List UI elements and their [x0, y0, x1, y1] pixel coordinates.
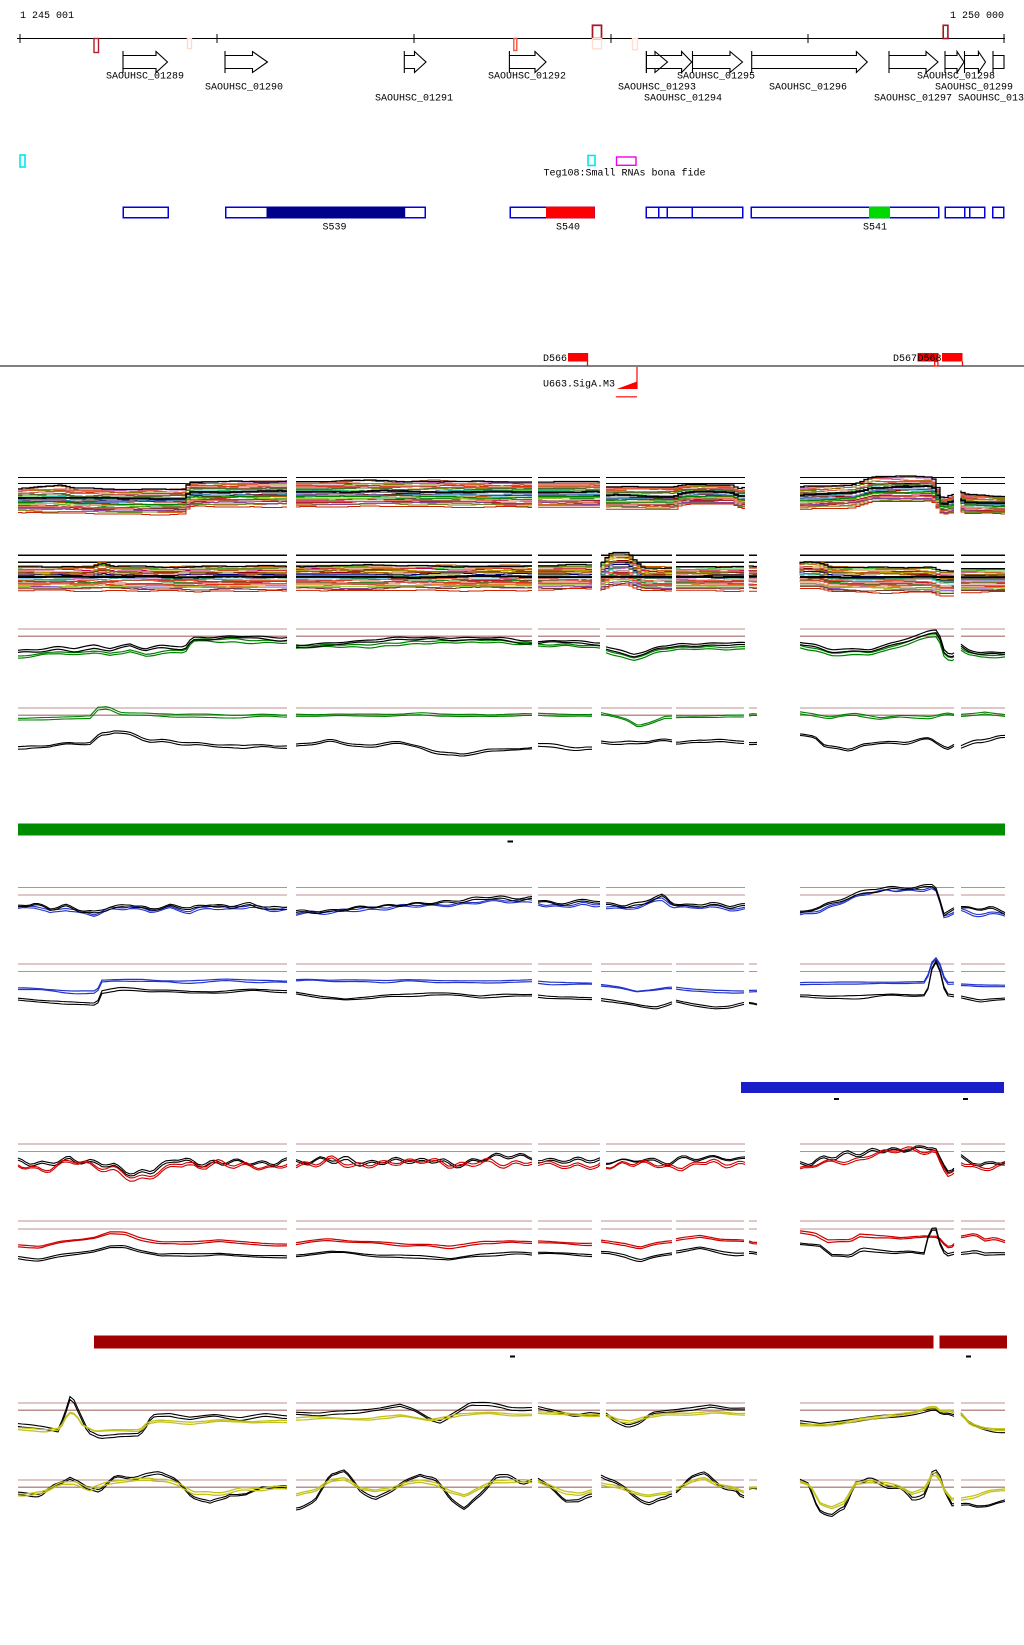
svg-text:SAOUHSC_01289: SAOUHSC_01289	[106, 72, 184, 83]
svg-text:SAOUHSC_01290: SAOUHSC_01290	[205, 83, 283, 94]
svg-text:D566: D566	[543, 354, 567, 365]
svg-text:S540: S540	[556, 223, 580, 234]
svg-text:U663.SigA.M3: U663.SigA.M3	[543, 379, 615, 391]
svg-text:SAOUHSC_01292: SAOUHSC_01292	[488, 72, 566, 83]
svg-text:SAOUHSC_01295: SAOUHSC_01295	[677, 72, 755, 83]
svg-text:1 245 001: 1 245 001	[20, 11, 74, 22]
svg-text:SAOUHSC_01294: SAOUHSC_01294	[644, 94, 722, 105]
svg-text:S539: S539	[323, 223, 347, 234]
svg-text:SAOUHSC_01296: SAOUHSC_01296	[769, 83, 847, 94]
svg-text:D568: D568	[918, 354, 942, 365]
svg-text:Teg108:Small RNAs bona fide: Teg108:Small RNAs bona fide	[544, 168, 706, 180]
svg-text:SAOUHSC_01299: SAOUHSC_01299	[935, 83, 1013, 94]
svg-text:SAOUHSC_01291: SAOUHSC_01291	[375, 94, 453, 105]
svg-text:SAOUHSC_01293: SAOUHSC_01293	[618, 83, 696, 94]
svg-text:D567: D567	[893, 354, 917, 365]
svg-text:SAOUHSC_01298: SAOUHSC_01298	[917, 72, 995, 83]
svg-text:1 250 000: 1 250 000	[950, 11, 1004, 22]
svg-text:S541: S541	[863, 223, 887, 234]
svg-text:SAOUHSC_01297: SAOUHSC_01297	[874, 94, 952, 105]
svg-text:SAOUHSC_013: SAOUHSC_013	[958, 94, 1024, 105]
